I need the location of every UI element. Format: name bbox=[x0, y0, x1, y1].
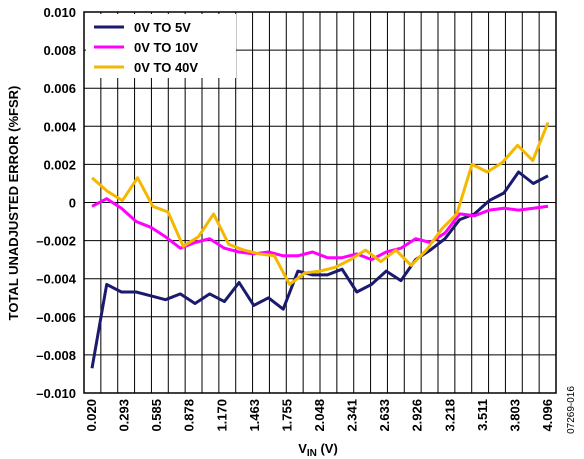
series-line bbox=[91, 121, 550, 286]
legend-label: 0V TO 40V bbox=[134, 60, 198, 75]
x-axis-label-main: V bbox=[298, 441, 307, 456]
y-tick-label: –0.008 bbox=[36, 348, 76, 363]
x-tick-label: 0.020 bbox=[84, 399, 99, 432]
x-tick-label: 3.803 bbox=[507, 399, 522, 432]
series-layer bbox=[90, 121, 550, 369]
series-line bbox=[91, 197, 549, 262]
x-tick-label: 2.048 bbox=[312, 399, 327, 432]
x-tick-label: 2.926 bbox=[410, 399, 425, 432]
x-tick-label: 0.293 bbox=[117, 399, 132, 432]
y-tick-labels: 0.010 0.008 0.006 0.004 0.002 0 –0.002 –0.004 –0… bbox=[36, 5, 77, 401]
x-tick-label: 1.170 bbox=[214, 399, 229, 432]
y-tick-label: 0.008 bbox=[43, 43, 76, 58]
y-tick-label: 0.006 bbox=[43, 81, 76, 96]
x-tick-label: 1.755 bbox=[279, 399, 294, 432]
y-tick-label: 0.010 bbox=[43, 5, 76, 20]
x-axis-label-subscript: IN bbox=[307, 448, 317, 459]
figure-id: 07269-016 bbox=[566, 386, 577, 434]
y-tick-label: 0 bbox=[69, 196, 76, 211]
x-tick-label: 0.878 bbox=[182, 399, 197, 432]
y-tick-label: –0.004 bbox=[36, 272, 77, 287]
x-axis-label: VIN (V) bbox=[298, 441, 338, 459]
x-tick-labels: 0.020 0.293 0.585 0.878 1.170 1.463 1.755 2.048… bbox=[84, 399, 555, 432]
legend-label: 0V TO 10V bbox=[134, 40, 198, 55]
x-tick-label: 2.341 bbox=[345, 399, 360, 432]
x-tick-label: 1.463 bbox=[247, 399, 262, 432]
y-tick-label: –0.006 bbox=[36, 310, 76, 325]
y-tick-label: 0.002 bbox=[43, 157, 76, 172]
legend: 0V TO 5V 0V TO 10V 0V TO 40V bbox=[86, 14, 236, 78]
x-tick-label: 2.633 bbox=[377, 399, 392, 432]
legend-label: 0V TO 5V bbox=[134, 20, 191, 35]
y-tick-label: –0.010 bbox=[36, 386, 76, 401]
x-tick-label: 3.511 bbox=[475, 399, 490, 431]
x-tick-label: 4.096 bbox=[540, 399, 555, 432]
x-axis-label-unit: (V) bbox=[317, 441, 338, 456]
plot-frame bbox=[83, 11, 557, 394]
x-tick-label: 0.585 bbox=[149, 399, 164, 432]
y-axis-label: TOTAL UNADJUSTED ERROR (%FSR) bbox=[6, 86, 21, 321]
y-tick-label: –0.002 bbox=[36, 234, 76, 249]
y-tick-label: 0.004 bbox=[43, 119, 76, 134]
x-tick-label: 3.218 bbox=[442, 399, 457, 432]
